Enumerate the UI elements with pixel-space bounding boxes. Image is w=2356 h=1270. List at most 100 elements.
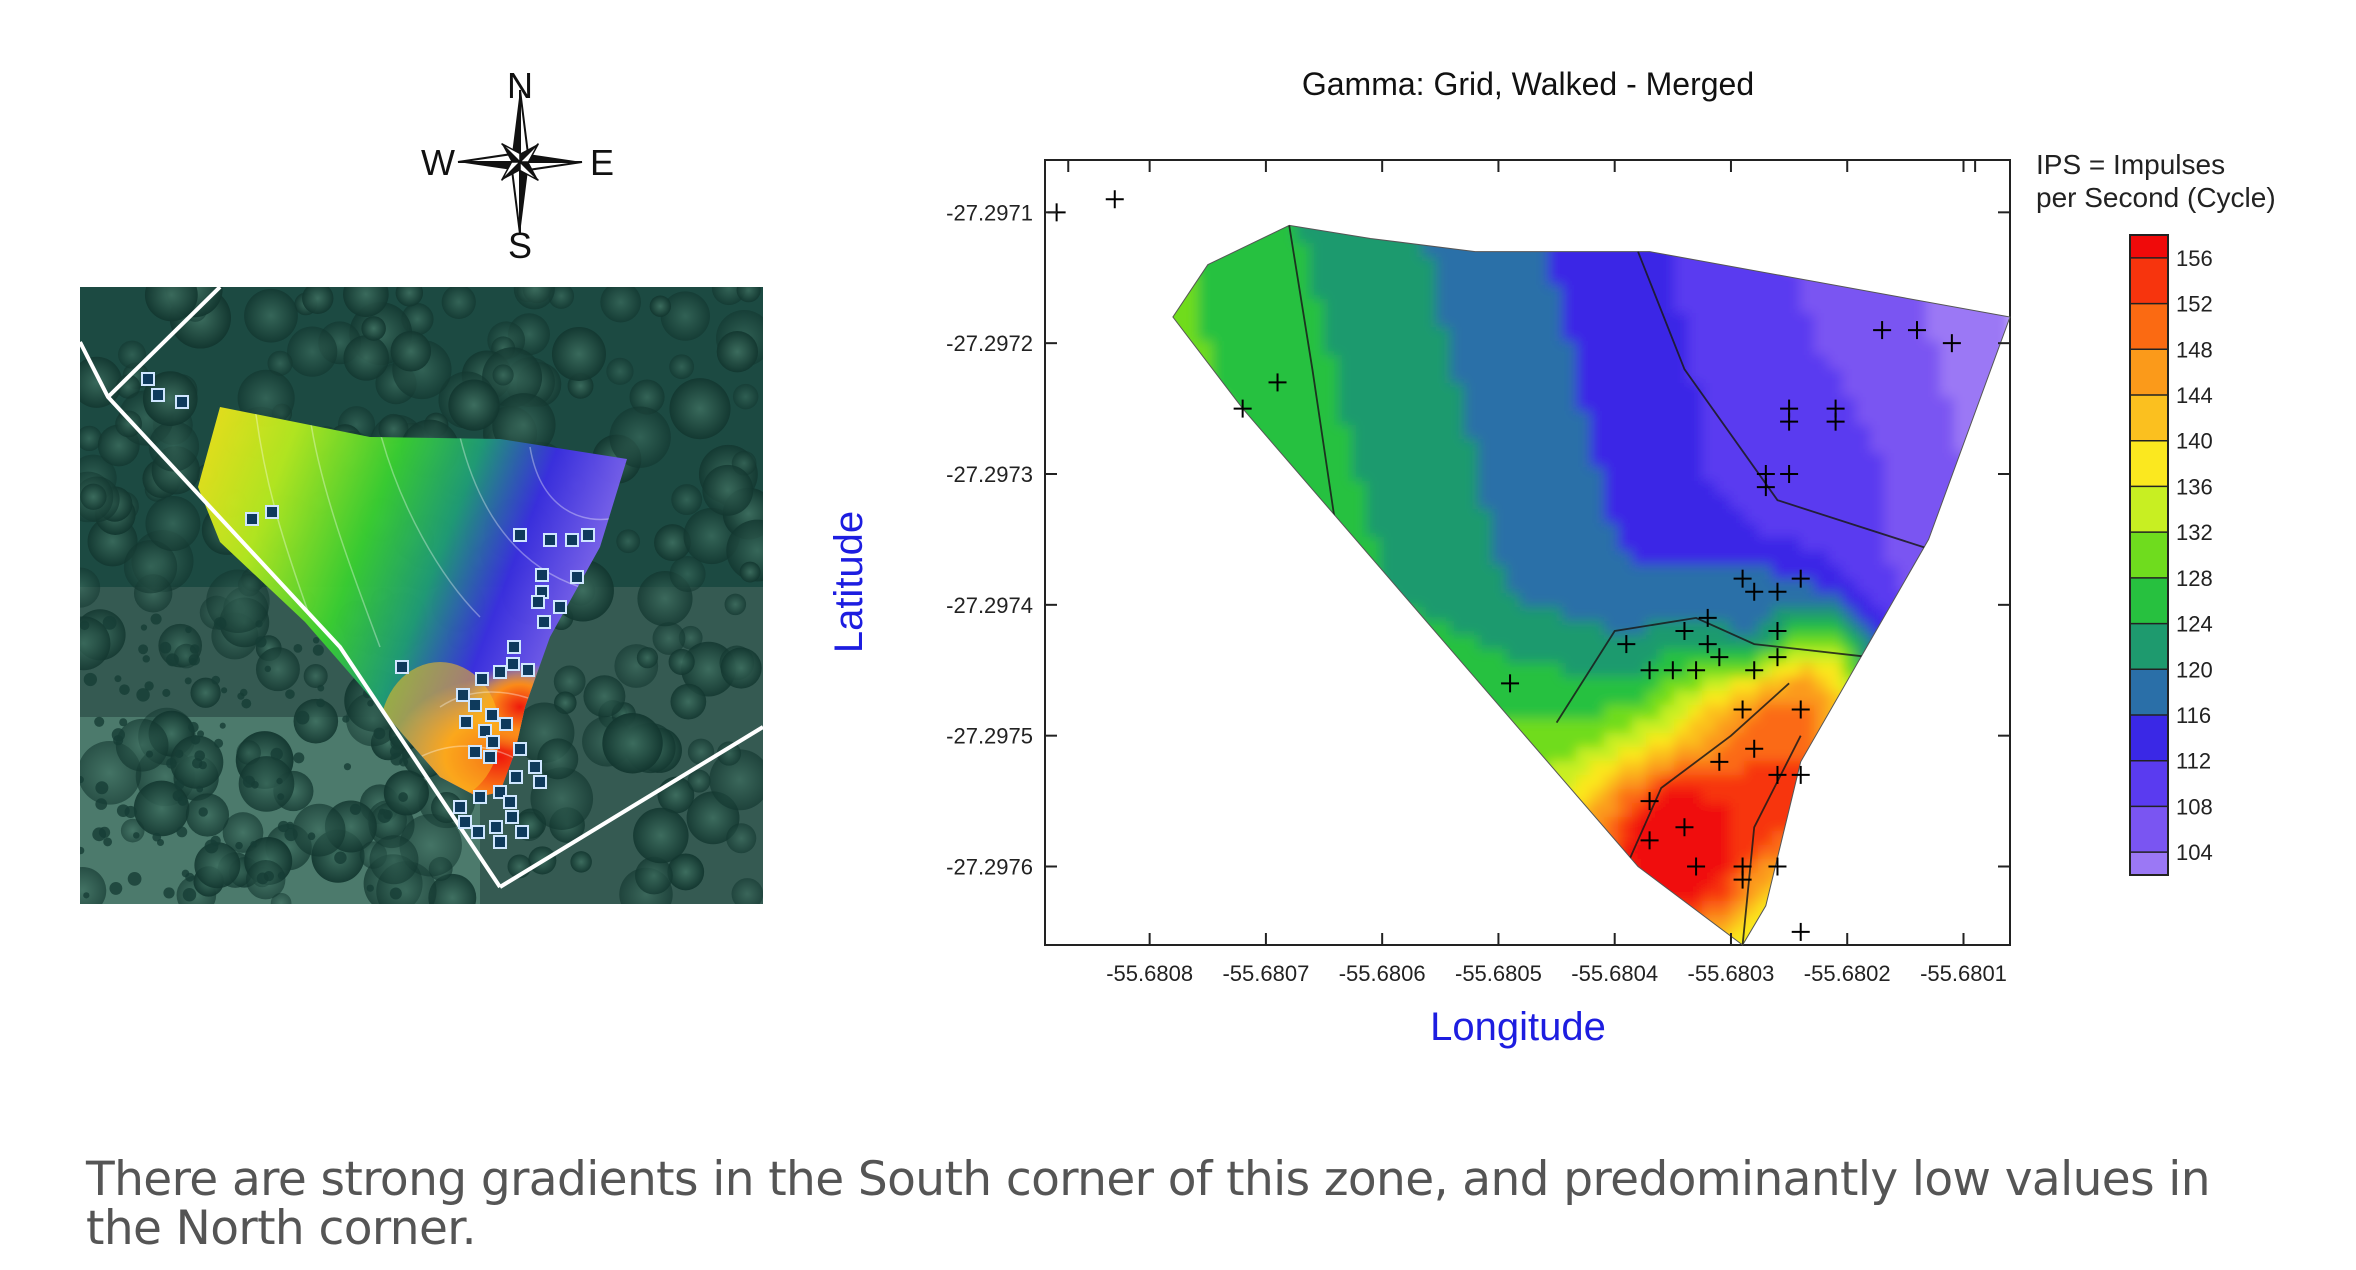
colorbar-band-12 xyxy=(2130,303,2168,350)
sample-point-39 xyxy=(1687,857,1706,876)
aerial-marker-15 xyxy=(537,615,551,629)
x-tick-label-0: -55.6808 xyxy=(1106,961,1193,986)
aerial-marker-29 xyxy=(483,750,497,764)
y-tick-label-4: -27.2975 xyxy=(946,724,1033,749)
compass-arrow-east xyxy=(520,154,582,162)
aerial-marker-6 xyxy=(513,528,527,542)
colorbar-label-13: 156 xyxy=(2176,246,2213,271)
sample-point-15 xyxy=(1745,582,1764,601)
sample-point-20 xyxy=(1768,622,1787,640)
colorbar-band-2 xyxy=(2130,760,2168,807)
sample-point-18 xyxy=(1698,608,1717,627)
sample-point-crosses xyxy=(1047,190,1961,941)
sample-point-29 xyxy=(1733,700,1752,719)
aerial-marker-4 xyxy=(265,505,279,519)
aerial-marker-16 xyxy=(507,640,521,654)
sample-point-3 xyxy=(1268,373,1287,392)
compass-label-south: S xyxy=(508,225,532,262)
compass-rose: N S E W xyxy=(421,65,614,262)
aerial-marker-36 xyxy=(503,795,517,809)
colorbar-band-7 xyxy=(2130,532,2168,578)
colorbar-label-7: 132 xyxy=(2176,520,2213,545)
x-tick-label-5: -55.6803 xyxy=(1688,961,1775,986)
chart-title: Gamma: Grid, Walked - Merged xyxy=(1302,66,1754,102)
x-tick-label-3: -55.6805 xyxy=(1455,961,1542,986)
aerial-marker-17 xyxy=(506,657,520,671)
compass-label-west: W xyxy=(421,142,455,183)
sample-point-23 xyxy=(1710,648,1729,667)
sample-point-6 xyxy=(1942,334,1961,353)
aerial-marker-33 xyxy=(533,775,547,789)
aerial-marker-2 xyxy=(175,395,189,409)
sample-point-4 xyxy=(1873,321,1892,340)
colorbar-label-2: 112 xyxy=(2176,749,2211,774)
sample-point-14 xyxy=(1733,569,1752,588)
sample-point-34 xyxy=(1768,765,1787,784)
x-tick-label-4: -55.6804 xyxy=(1571,961,1658,986)
compass-label-north: N xyxy=(507,65,533,106)
sample-point-8 xyxy=(1780,412,1799,431)
aerial-marker-27 xyxy=(486,735,500,749)
colorbar-label-9: 140 xyxy=(2176,429,2213,454)
colorbar-label-5: 124 xyxy=(2176,612,2213,637)
aerial-marker-7 xyxy=(543,533,557,547)
colorbar-label-4: 120 xyxy=(2176,657,2213,682)
colorbar-band-14 xyxy=(2130,235,2168,258)
sample-point-17 xyxy=(1791,569,1810,588)
colorbar-band-0 xyxy=(2130,852,2168,875)
sample-point-31 xyxy=(1501,674,1520,693)
y-tick-label-2: -27.2973 xyxy=(946,462,1033,487)
x-tick-label-1: -55.6807 xyxy=(1222,961,1309,986)
y-tick-label-5: -27.2976 xyxy=(946,855,1033,880)
aerial-marker-18 xyxy=(521,663,535,677)
sample-point-10 xyxy=(1826,412,1845,431)
sample-point-19 xyxy=(1675,622,1694,640)
sample-point-21 xyxy=(1617,635,1636,654)
colorbar-label-6: 128 xyxy=(2176,566,2213,591)
aerial-marker-11 xyxy=(570,570,584,584)
aerial-marker-5 xyxy=(395,660,409,674)
x-tick-label-2: -55.6806 xyxy=(1339,961,1426,986)
sample-point-37 xyxy=(1675,818,1694,837)
colorbar-band-13 xyxy=(2130,257,2168,304)
x-axis-label: Longitude xyxy=(1430,1005,1606,1049)
sample-point-13 xyxy=(1780,465,1799,483)
sample-point-27 xyxy=(1687,661,1706,680)
colorbar-label-3: 116 xyxy=(2176,703,2211,728)
colorbar-title-line1: IPS = Impulses xyxy=(2036,149,2225,180)
aerial-marker-8 xyxy=(565,533,579,547)
y-axis-ticks: -27.2971 -27.2972 -27.2973 -27.2974 -27.2975… xyxy=(946,200,2010,880)
colorbar-label-8: 136 xyxy=(2176,474,2213,499)
sample-point-33 xyxy=(1710,752,1729,771)
colorbar-band-11 xyxy=(2130,349,2168,395)
sample-point-2 xyxy=(1233,399,1252,418)
colorbar-label-0: 104 xyxy=(2176,840,2213,865)
gamma-contour-chart: Gamma: Grid, Walked - Merged -55.6808 -55… xyxy=(827,66,2276,1049)
sample-point-12 xyxy=(1756,478,1775,497)
sample-point-22 xyxy=(1698,635,1717,654)
aerial-marker-37 xyxy=(453,800,467,814)
sample-point-35 xyxy=(1791,765,1810,784)
aerial-marker-19 xyxy=(493,665,507,679)
sample-point-30 xyxy=(1791,700,1810,719)
aerial-marker-21 xyxy=(456,688,470,702)
contour-lines xyxy=(1288,225,1941,945)
caption-text: There are strong gradients in the South … xyxy=(86,1152,2211,1256)
aerial-marker-26 xyxy=(478,724,492,738)
aerial-marker-25 xyxy=(459,715,473,729)
aerial-marker-32 xyxy=(509,770,523,784)
x-tick-label-6: -55.6802 xyxy=(1804,961,1891,986)
aerial-marker-0 xyxy=(141,372,155,386)
aerial-marker-14 xyxy=(553,600,567,614)
sample-point-41 xyxy=(1768,857,1787,876)
compass-arrow-north xyxy=(512,90,520,162)
aerial-marker-22 xyxy=(468,698,482,712)
sample-point-38 xyxy=(1640,831,1659,850)
survey-area-outline xyxy=(1172,224,2011,946)
y-tick-label-1: -27.2972 xyxy=(946,331,1033,356)
sample-point-43 xyxy=(1791,922,1810,941)
colorbar-band-4 xyxy=(2130,669,2168,715)
colorbar-band-8 xyxy=(2130,486,2168,533)
sample-point-24 xyxy=(1745,661,1764,680)
compass-arrow-west xyxy=(458,162,520,170)
